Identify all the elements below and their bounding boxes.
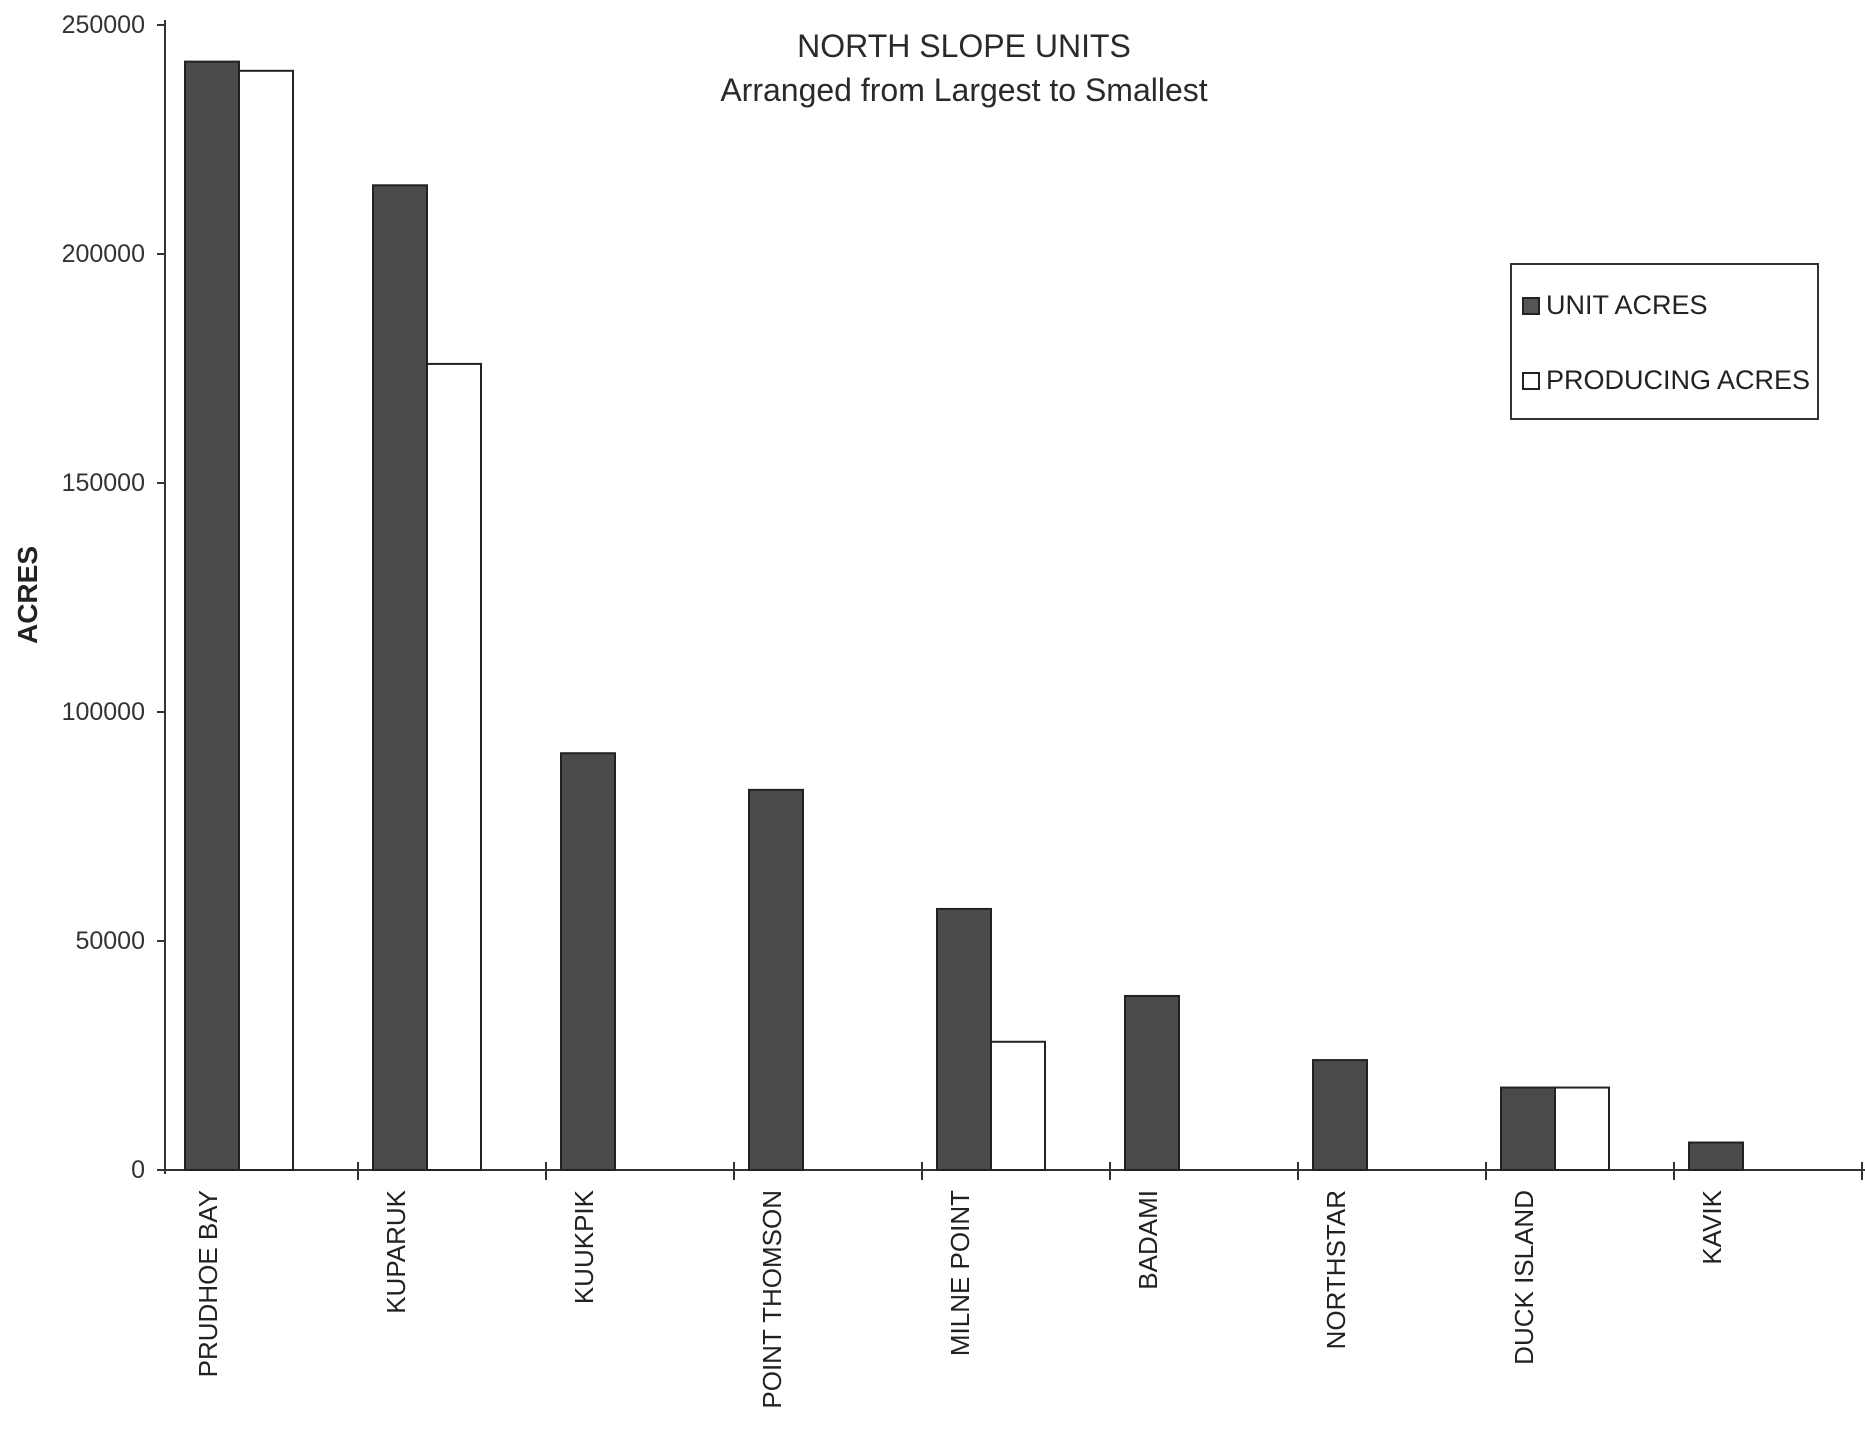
y-tick-label: 150000 [62, 469, 145, 497]
x-tick-label: BADAMI [1133, 1190, 1163, 1290]
x-tick-label: NORTHSTAR [1321, 1190, 1351, 1349]
y-tick-label: 250000 [62, 11, 145, 39]
bar-unit-acres [1688, 1141, 1744, 1172]
legend-item-unit-acres: UNIT ACRES [1522, 290, 1708, 321]
y-tick-label: 50000 [75, 927, 145, 955]
legend: UNIT ACRES PRODUCING ACRES [1510, 263, 1819, 420]
x-tick-label: KUUKPIK [569, 1189, 599, 1304]
bar-producing-acres [1554, 1086, 1610, 1172]
x-tick-label: POINT THOMSON [757, 1190, 787, 1409]
bar-unit-acres [1312, 1059, 1368, 1171]
bar-producing-acres [426, 362, 482, 1172]
legend-swatch-producing-acres [1522, 371, 1540, 390]
bar-unit-acres [748, 788, 804, 1171]
x-tick-label: DUCK ISLAND [1509, 1190, 1539, 1365]
chart-subtitle: Arranged from Largest to Smallest [720, 72, 1208, 108]
legend-label-producing-acres: PRODUCING ACRES [1546, 365, 1811, 395]
x-tick-label: PRUDHOE BAY [193, 1190, 223, 1377]
bar-producing-acres [990, 1040, 1046, 1172]
x-tick-label: KUPARUK [381, 1189, 411, 1313]
y-tick-label: 0 [131, 1156, 145, 1184]
legend-label-unit-acres: UNIT ACRES [1546, 290, 1708, 320]
legend-swatch-unit-acres [1522, 296, 1540, 315]
x-tick-label: MILNE POINT [945, 1190, 975, 1356]
chart-title: NORTH SLOPE UNITS [797, 28, 1131, 64]
bar-unit-acres [1500, 1086, 1556, 1172]
y-axis-label: ACRES [12, 545, 43, 645]
bar-unit-acres [560, 752, 616, 1171]
bar-unit-acres [184, 60, 240, 1171]
legend-item-producing-acres: PRODUCING ACRES [1522, 365, 1810, 396]
bar-unit-acres [372, 184, 428, 1172]
y-tick-label: 100000 [62, 698, 145, 726]
x-tick-label: KAVIK [1697, 1189, 1727, 1264]
y-tick-label: 200000 [62, 240, 145, 268]
bar-producing-acres [238, 69, 294, 1171]
bar-unit-acres [1124, 994, 1180, 1172]
bar-unit-acres [936, 907, 992, 1171]
